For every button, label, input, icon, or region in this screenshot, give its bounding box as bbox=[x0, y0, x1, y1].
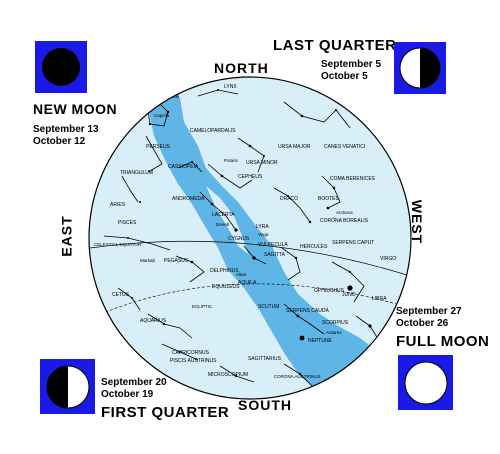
svg-text:CETUS: CETUS bbox=[112, 292, 130, 298]
svg-text:BOOTES: BOOTES bbox=[318, 196, 340, 202]
svg-text:SERPENS CAUDA: SERPENS CAUDA bbox=[286, 308, 329, 314]
first-quarter-box bbox=[40, 359, 95, 414]
svg-text:CAPRICORNUS: CAPRICORNUS bbox=[172, 350, 210, 356]
neptune-marker bbox=[299, 335, 305, 341]
svg-text:Deneb: Deneb bbox=[216, 222, 230, 227]
last-quarter-date-2: October 5 bbox=[321, 71, 368, 82]
new-moon-box bbox=[35, 41, 87, 93]
svg-text:LYNX: LYNX bbox=[224, 84, 237, 90]
svg-text:DELPHINUS: DELPHINUS bbox=[210, 268, 239, 274]
ecliptic-line bbox=[95, 283, 411, 317]
full-moon-box bbox=[398, 355, 453, 410]
first-quarter-icon bbox=[46, 365, 89, 408]
new-moon-date-2: October 12 bbox=[33, 136, 86, 147]
svg-text:SAGITTARIUS: SAGITTARIUS bbox=[248, 356, 282, 362]
svg-text:CYGNUS: CYGNUS bbox=[228, 236, 250, 242]
new-moon-icon bbox=[42, 48, 80, 86]
svg-text:PERSEUS: PERSEUS bbox=[146, 144, 171, 150]
svg-text:ANDROMEDA: ANDROMEDA bbox=[172, 196, 205, 202]
svg-text:Markab: Markab bbox=[140, 258, 156, 263]
last-quarter-date-1: September 5 bbox=[321, 59, 382, 70]
svg-text:PISCES: PISCES bbox=[118, 220, 137, 226]
svg-text:AQUARIUS: AQUARIUS bbox=[140, 318, 167, 324]
map-border bbox=[88, 76, 412, 400]
last-quarter-label: LAST QUARTER bbox=[273, 37, 397, 54]
direction-south: SOUTH bbox=[238, 397, 292, 413]
svg-text:URSA MINOR: URSA MINOR bbox=[246, 160, 278, 166]
milky-way bbox=[146, 84, 388, 399]
svg-text:LACERTA: LACERTA bbox=[212, 212, 235, 218]
full-moon-date-1: September 27 bbox=[396, 306, 462, 317]
svg-text:Altair: Altair bbox=[236, 272, 247, 277]
svg-text:JUNO: JUNO bbox=[342, 292, 356, 298]
svg-text:NEPTUNE: NEPTUNE bbox=[308, 338, 333, 344]
new-moon-label: NEW MOON bbox=[33, 101, 118, 117]
svg-text:CASSIOPEIA: CASSIOPEIA bbox=[168, 164, 199, 170]
svg-text:Arcturus: Arcturus bbox=[336, 210, 354, 215]
svg-text:LYRA: LYRA bbox=[256, 224, 269, 230]
direction-north: NORTH bbox=[214, 60, 269, 76]
celestial-equator-line bbox=[89, 240, 411, 277]
svg-text:EQUULEUS: EQUULEUS bbox=[212, 284, 240, 290]
milky-way-rift bbox=[206, 186, 248, 254]
constellation-labels: AURIGA Capella LYNX CAMELOPARDALIS PERSE… bbox=[94, 84, 396, 379]
svg-text:Antares: Antares bbox=[326, 330, 342, 335]
svg-text:SERPENS CAPUT: SERPENS CAPUT bbox=[332, 240, 374, 246]
svg-text:COMA BERENICES: COMA BERENICES bbox=[330, 176, 376, 182]
star-map: AURIGA Capella LYNX CAMELOPARDALIS PERSE… bbox=[88, 76, 412, 400]
full-moon-icon bbox=[404, 361, 447, 404]
svg-text:AQUILA: AQUILA bbox=[238, 280, 257, 286]
svg-text:DRACO: DRACO bbox=[280, 196, 298, 202]
svg-text:Polaris: Polaris bbox=[224, 158, 239, 163]
svg-text:LIBRA: LIBRA bbox=[372, 296, 387, 302]
stars bbox=[127, 89, 372, 378]
svg-text:ECLIPTIC: ECLIPTIC bbox=[192, 304, 213, 309]
svg-text:Capella: Capella bbox=[154, 113, 170, 118]
svg-text:CANES VENATICI: CANES VENATICI bbox=[324, 144, 365, 150]
svg-text:PISCIS AUSTRINUS: PISCIS AUSTRINUS bbox=[170, 358, 217, 364]
svg-text:Vega: Vega bbox=[258, 232, 269, 237]
svg-text:VIRGO: VIRGO bbox=[380, 256, 396, 262]
last-quarter-icon bbox=[399, 47, 441, 89]
svg-text:CELESTIAL EQUATOR: CELESTIAL EQUATOR bbox=[94, 242, 142, 247]
svg-text:CAMELOPARDALIS: CAMELOPARDALIS bbox=[190, 128, 236, 134]
svg-text:TRIANGULUM: TRIANGULUM bbox=[120, 170, 153, 176]
svg-text:PEGASUS: PEGASUS bbox=[164, 258, 189, 264]
svg-text:CORONA BOREALIS: CORONA BOREALIS bbox=[320, 218, 369, 224]
svg-text:SAGITTA: SAGITTA bbox=[264, 252, 286, 258]
last-quarter-box bbox=[394, 42, 446, 94]
first-quarter-label: FIRST QUARTER bbox=[101, 404, 230, 421]
full-moon-label: FULL MOON bbox=[396, 333, 490, 350]
svg-text:ARIES: ARIES bbox=[110, 202, 126, 208]
new-moon-date-1: September 13 bbox=[33, 124, 99, 135]
first-quarter-date-2: October 19 bbox=[101, 389, 154, 400]
svg-text:SCORPIUS: SCORPIUS bbox=[322, 320, 349, 326]
svg-text:VULPECULA: VULPECULA bbox=[258, 242, 288, 248]
juno-marker bbox=[347, 285, 353, 291]
svg-text:CEPHEUS: CEPHEUS bbox=[238, 174, 263, 180]
svg-text:OPHIUCHUS: OPHIUCHUS bbox=[314, 288, 345, 294]
first-quarter-date-1: September 20 bbox=[101, 377, 167, 388]
svg-text:URSA MAJOR: URSA MAJOR bbox=[278, 144, 311, 150]
svg-text:MICROSCOPIUM: MICROSCOPIUM bbox=[208, 372, 248, 378]
svg-text:HERCULES: HERCULES bbox=[300, 244, 328, 250]
full-moon-date-2: October 26 bbox=[396, 318, 449, 329]
direction-east: EAST bbox=[58, 215, 75, 257]
svg-text:SCUTUM: SCUTUM bbox=[258, 304, 279, 310]
svg-text:CORONA AUSTRINUS: CORONA AUSTRINUS bbox=[274, 374, 321, 379]
